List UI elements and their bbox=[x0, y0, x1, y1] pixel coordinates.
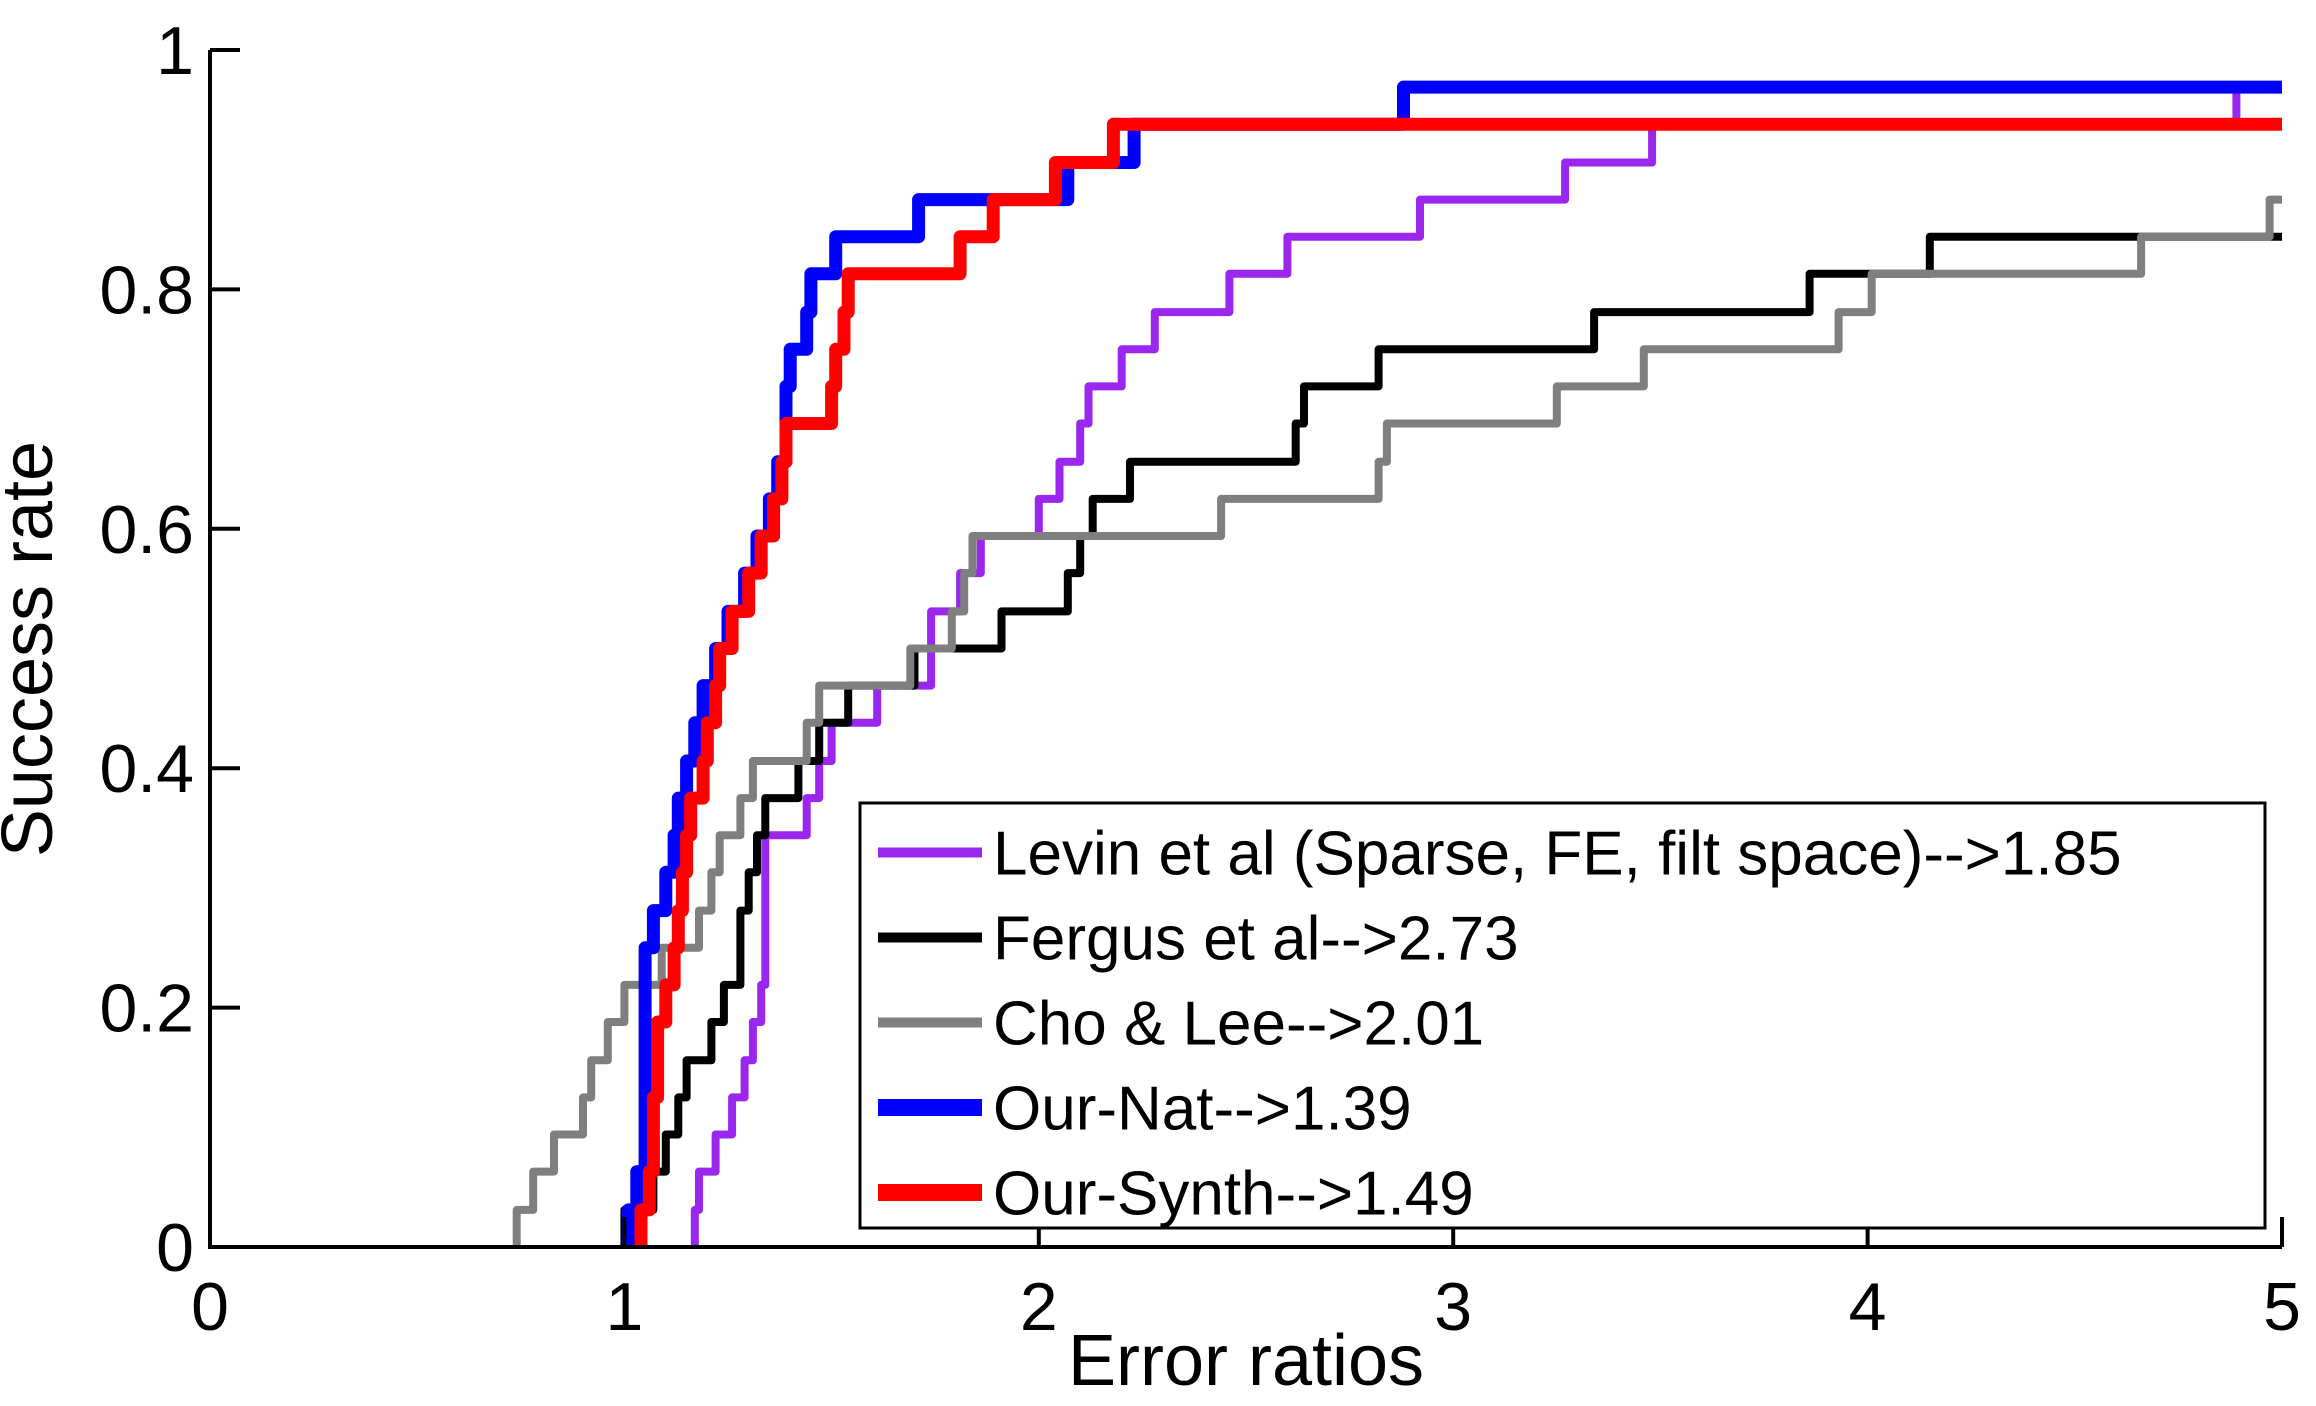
legend-layer: Levin et al (Sparse, FE, filt space)-->1… bbox=[858, 801, 2267, 1230]
y-axis-title: Success rate bbox=[0, 441, 68, 857]
x-tick-label: 5 bbox=[2263, 1269, 2301, 1345]
legend-label-fergus: Fergus et al-->2.73 bbox=[993, 905, 1519, 974]
x-tick-label: 0 bbox=[191, 1269, 229, 1345]
y-tick-label: 0.4 bbox=[99, 731, 194, 807]
y-tick-label: 0.6 bbox=[99, 492, 194, 568]
legend-label-levin: Levin et al (Sparse, FE, filt space)-->1… bbox=[993, 820, 2122, 889]
series-path-our-synth bbox=[634, 117, 2282, 1247]
y-tick-label: 1 bbox=[156, 13, 194, 89]
series-layer bbox=[512, 80, 2282, 1247]
legend-label-our-synth: Our-Synth-->1.49 bbox=[993, 1160, 1474, 1229]
series-path-fergus bbox=[620, 232, 2282, 1247]
series-path-cho-lee bbox=[512, 195, 2282, 1247]
x-tick-label: 1 bbox=[605, 1269, 643, 1345]
y-tick-label: 0 bbox=[156, 1210, 194, 1286]
x-axis-title: Error ratios bbox=[1068, 1321, 1424, 1401]
axes-layer: 0 0.2 0.4 0.6 0.8 1 0 1 2 3 4 5 bbox=[99, 13, 2300, 1345]
legend-box bbox=[858, 801, 2267, 1230]
x-tick-label: 2 bbox=[1020, 1269, 1058, 1345]
y-tick-label: 0.8 bbox=[99, 252, 194, 328]
series-path-levin bbox=[690, 83, 2282, 1247]
x-tick-label: 4 bbox=[1849, 1269, 1887, 1345]
legend-label-cho-lee: Cho & Lee-->2.01 bbox=[993, 990, 1484, 1059]
legend-label-our-nat: Our-Nat-->1.39 bbox=[993, 1075, 1412, 1144]
y-tick-label: 0.2 bbox=[99, 971, 194, 1047]
x-tick-label: 3 bbox=[1434, 1269, 1472, 1345]
